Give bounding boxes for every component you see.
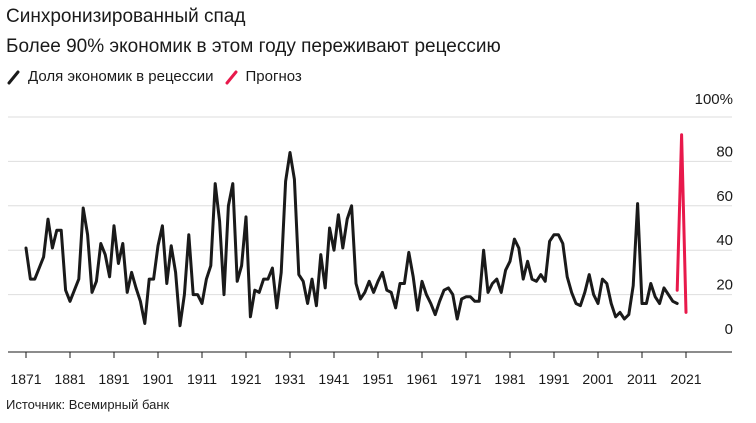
x-tick-label-1871: 1871 [10,371,41,387]
x-tick-label-1971: 1971 [450,371,481,387]
x-tick-label-2011: 2011 [627,371,657,387]
series-line-history [24,151,679,328]
slash-icon-red [225,70,238,85]
y-tick-label-60: 60 [716,188,733,205]
x-tick-label-1951: 1951 [362,371,393,387]
x-tick-label-1891: 1891 [98,371,129,387]
source-note: Источник: Всемирный банк [6,397,170,412]
x-tick-label-1911: 1911 [187,371,217,387]
x-tick-label-1931: 1931 [274,371,305,387]
chart-title: Синхронизированный спад [6,6,246,27]
x-tick-label-1901: 1901 [142,371,173,387]
x-tick-label-2001: 2001 [582,371,613,387]
chart-subtitle: Более 90% экономик в этом году переживаю… [6,36,501,57]
legend-label-forecast: Прогноз [245,68,302,85]
x-tick-label-1881: 1881 [54,371,85,387]
y-tick-label-0: 0 [725,321,733,338]
slash-icon-black [7,70,20,85]
legend-label-history: Доля экономик в рецессии [28,68,214,85]
y-tick-label-20: 20 [716,277,733,294]
x-tick-label-1921: 1921 [230,371,261,387]
legend: Доля экономик в рецессии Прогноз [6,67,312,87]
y-tick-label-40: 40 [716,232,733,249]
y-tick-label-80: 80 [716,143,733,160]
x-tick-label-1941: 1941 [318,371,349,387]
series-line-forecast [675,133,688,314]
y-tick-label-100: 100% [695,91,733,108]
legend-item-forecast: Прогноз [224,67,302,87]
x-tick-label-1981: 1981 [494,371,525,387]
x-tick-label-1961: 1961 [406,371,437,387]
legend-item-history: Доля экономик в рецессии [6,67,214,87]
x-tick-label-2021: 2021 [670,371,701,387]
x-tick-label-1991: 1991 [538,371,569,387]
